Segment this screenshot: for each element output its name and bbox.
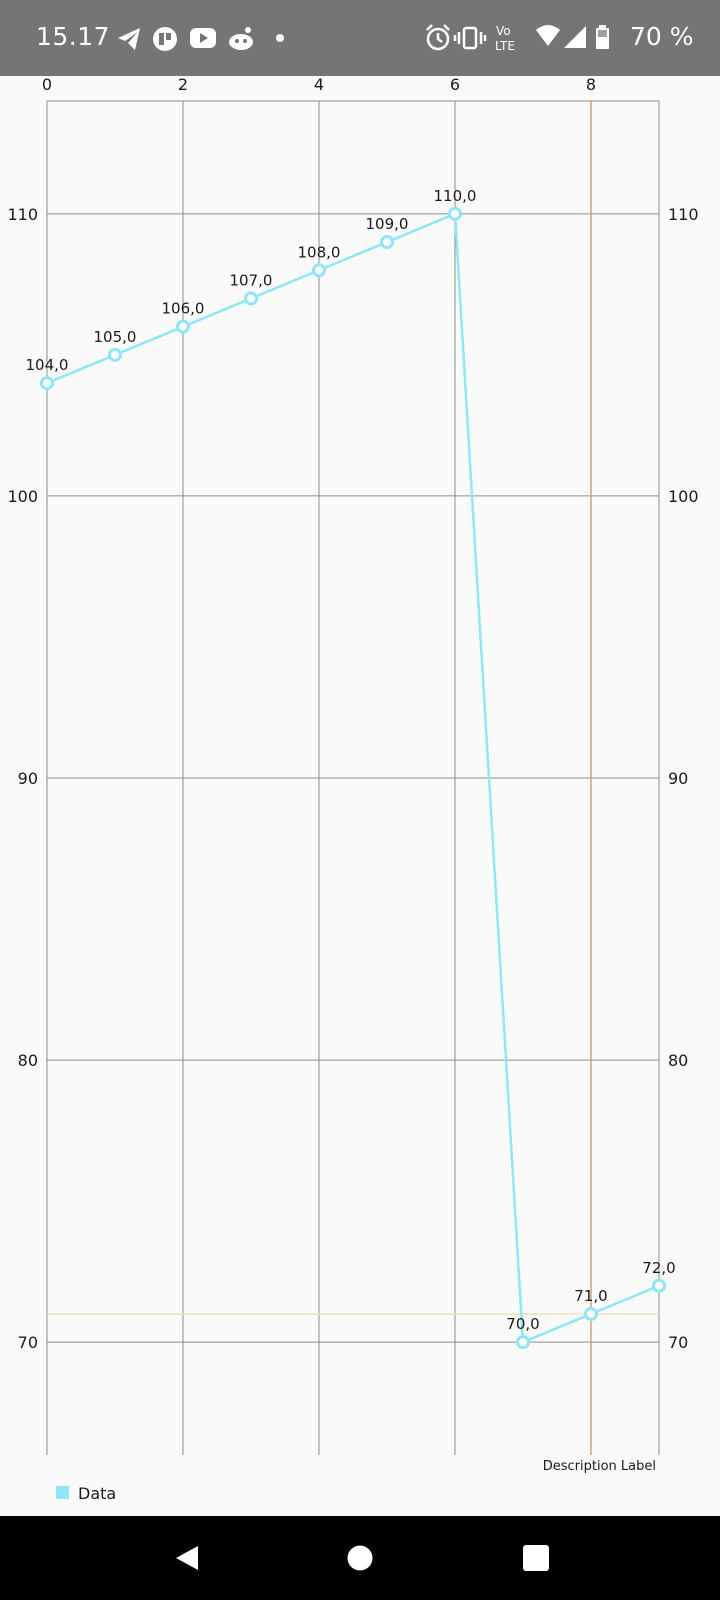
y-tick-label-left-3: 100 [7,487,38,506]
data-label-5: 109,0 [366,215,409,233]
data-label-4: 108,0 [298,243,341,261]
y-tick-label-right-1: 80 [668,1051,688,1070]
data-point-3[interactable] [244,291,258,306]
data-point-7[interactable] [516,1335,530,1350]
legend-label-0: Data [78,1484,116,1503]
wifi-icon [536,25,560,46]
status-time: 15.17 [36,22,111,51]
data-point-6[interactable] [448,206,462,221]
data-label-7: 70,0 [506,1315,539,1333]
data-label-3: 107,0 [230,271,273,289]
y-tick-label-right-4: 110 [668,205,699,224]
description-label: Description Label [543,1459,656,1474]
series-line-0 [46,212,660,1344]
back-icon[interactable] [166,1516,206,1600]
x-tick-label-1: 2 [178,76,188,94]
home-icon[interactable] [340,1516,380,1600]
svg-text:LTE: LTE [495,39,515,53]
data-point-0[interactable] [40,376,54,391]
battery-percentage: 70 % [630,22,694,51]
youtube-icon [190,28,216,48]
telegram-icon [118,28,140,50]
data-point-5[interactable] [380,235,394,250]
y-tick-label-right-2: 90 [668,769,688,788]
data-label-2: 106,0 [162,300,205,318]
data-point-9[interactable] [652,1278,666,1293]
x-tick-label-0: 0 [42,76,52,94]
recents-icon[interactable] [516,1516,556,1600]
navigation-bar [0,1516,720,1600]
legend-swatch-0 [56,1486,69,1499]
y-tick-label-left-4: 110 [7,205,38,224]
data-point-8[interactable] [584,1306,598,1321]
chart-area: 0 2 4 6 8 70 70 80 80 90 90 100 100 110 110 104,0 105,0 1… [0,76,720,1516]
signal-icon [564,26,586,48]
data-label-1: 105,0 [94,328,137,346]
y-tick-label-right-0: 70 [668,1333,688,1352]
y-tick-label-left-1: 80 [18,1051,38,1070]
data-point-1[interactable] [108,347,122,362]
svg-text:Vo: Vo [496,24,511,38]
x-tick-label-3: 6 [450,76,460,94]
data-label-6: 110,0 [434,187,477,205]
y-tick-label-right-3: 100 [668,487,699,506]
line-chart[interactable]: 0 2 4 6 8 70 70 80 80 90 90 100 100 110 110 104,0 105,0 1… [0,76,720,1516]
app-circle-icon [153,27,177,51]
data-point-4[interactable] [312,263,326,278]
battery-icon [596,25,609,49]
data-label-0: 104,0 [26,356,69,374]
x-tick-label-2: 4 [314,76,324,94]
status-left-icons [118,27,284,51]
reddit-icon [229,27,253,50]
alarm-icon [426,24,450,51]
volte-icon: Vo LTE [495,24,515,53]
data-label-9: 72,0 [642,1259,675,1277]
x-tick-label-4: 8 [586,76,596,94]
y-tick-label-left-2: 90 [18,769,38,788]
y-tick-label-left-0: 70 [18,1333,38,1352]
status-bar: 15.17 [0,0,720,76]
data-label-8: 71,0 [574,1287,607,1305]
status-right-icons: Vo LTE [426,24,609,53]
dot-icon [276,34,284,42]
data-point-2[interactable] [176,319,190,334]
vibrate-icon [453,26,487,50]
